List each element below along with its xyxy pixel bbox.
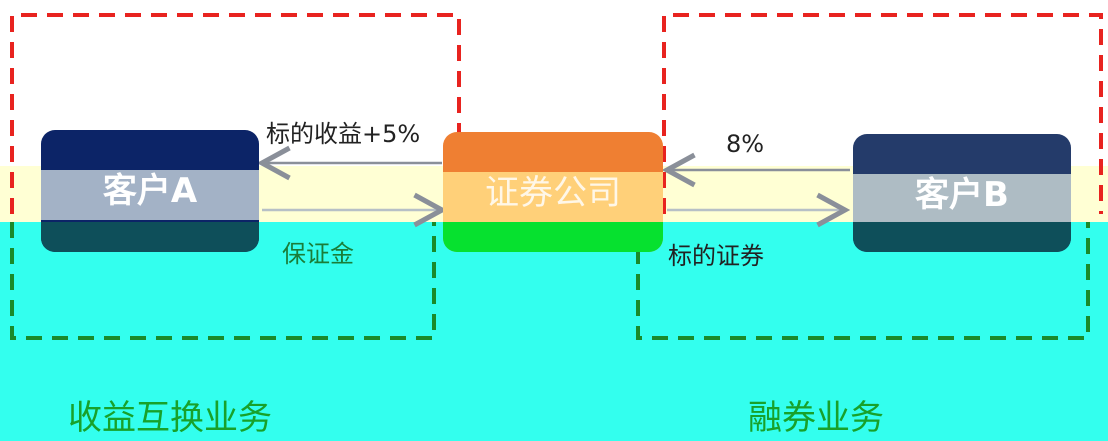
edge-label-underlying-return: 标的收益+5% [266, 120, 421, 148]
green-dashed-region-right [636, 222, 1090, 340]
node-securities-company-label: 证券公司 [485, 173, 621, 213]
edge-label-rate: 8% [726, 130, 765, 158]
background-bottom [0, 222, 1108, 441]
node-client-b-label: 客户B [915, 175, 1009, 215]
red-dashed-region-right [662, 13, 1103, 214]
node-client-b: 客户B [853, 134, 1071, 252]
group-title-securities-lending: 融券业务 [748, 398, 884, 438]
group-title-return-swap: 收益互换业务 [68, 398, 272, 438]
edge-label-margin: 保证金 [282, 240, 354, 268]
edge-label-underlying-securities: 标的证券 [668, 242, 764, 270]
red-dashed-region-left [10, 13, 461, 214]
node-client-a: 客户A [41, 130, 259, 252]
green-dashed-region-left [10, 222, 436, 340]
node-securities-company: 证券公司 [443, 132, 663, 252]
node-client-a-label: 客户A [102, 171, 198, 211]
